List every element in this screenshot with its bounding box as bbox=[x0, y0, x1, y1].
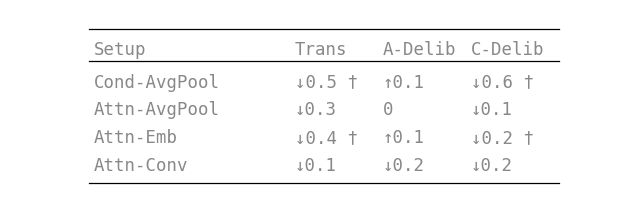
Text: 0: 0 bbox=[383, 101, 393, 119]
Text: C-Delib: C-Delib bbox=[471, 41, 544, 59]
Text: ↑0.1: ↑0.1 bbox=[383, 129, 425, 147]
Text: ↓0.2: ↓0.2 bbox=[383, 157, 425, 175]
Text: ↓0.1: ↓0.1 bbox=[471, 101, 513, 119]
Text: Attn-Emb: Attn-Emb bbox=[94, 129, 178, 147]
Text: ↓0.6 †: ↓0.6 † bbox=[471, 74, 534, 92]
Text: Trans: Trans bbox=[295, 41, 347, 59]
Text: ↓0.1: ↓0.1 bbox=[295, 157, 336, 175]
Text: ↓0.2: ↓0.2 bbox=[471, 157, 513, 175]
Text: ↓0.2 †: ↓0.2 † bbox=[471, 129, 534, 147]
Text: ↓0.3: ↓0.3 bbox=[295, 101, 336, 119]
Text: A-Delib: A-Delib bbox=[383, 41, 456, 59]
Text: Attn-Conv: Attn-Conv bbox=[94, 157, 188, 175]
Text: ↓0.4 †: ↓0.4 † bbox=[295, 129, 358, 147]
Text: Cond-AvgPool: Cond-AvgPool bbox=[94, 74, 220, 92]
Text: Setup: Setup bbox=[94, 41, 146, 59]
Text: Attn-AvgPool: Attn-AvgPool bbox=[94, 101, 220, 119]
Text: ↓0.5 †: ↓0.5 † bbox=[295, 74, 358, 92]
Text: ↑0.1: ↑0.1 bbox=[383, 74, 425, 92]
